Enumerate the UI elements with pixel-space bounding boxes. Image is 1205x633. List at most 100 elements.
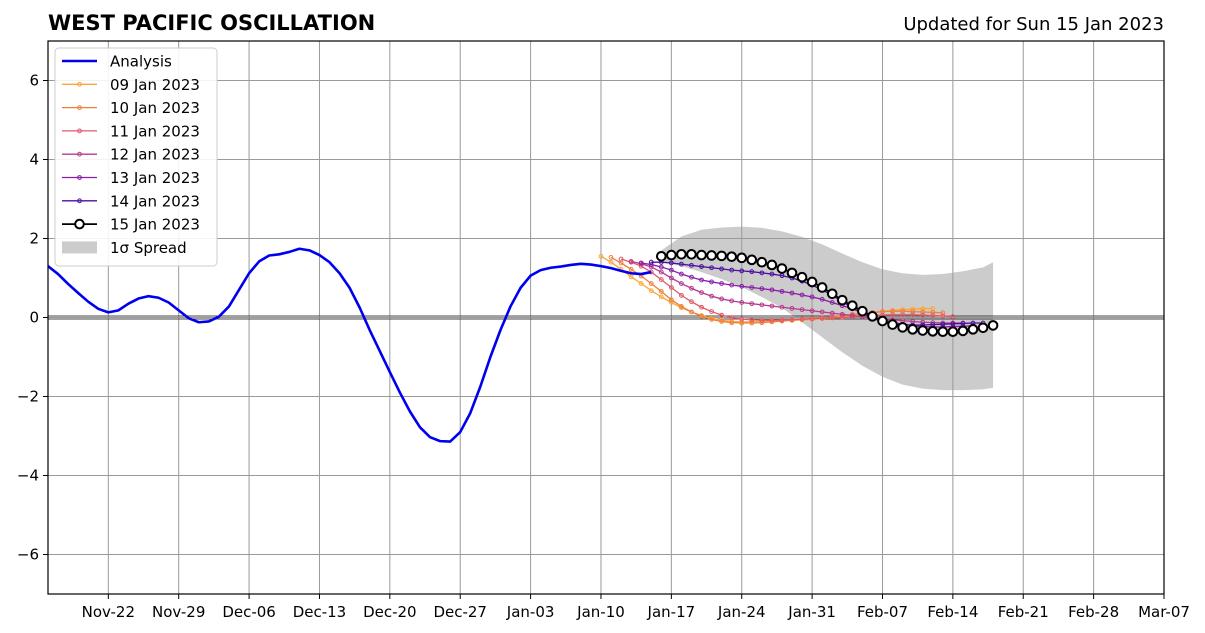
chart-subtitle: Updated for Sun 15 Jan 2023	[903, 14, 1164, 35]
legend-label: 12 Jan 2023	[110, 146, 200, 164]
x-tick-label: Jan-03	[506, 603, 555, 621]
forecast-point	[699, 290, 704, 296]
forecast-point	[749, 301, 755, 307]
forecast-point	[648, 259, 654, 265]
latest-forecast-point	[857, 305, 868, 317]
legend-marker	[77, 198, 82, 204]
latest-forecast-point	[666, 249, 677, 261]
forecast-point	[759, 302, 765, 308]
latest-forecast-point	[887, 319, 898, 330]
forecast-point	[940, 321, 946, 327]
legend-marker	[77, 175, 82, 180]
x-tick-label: Jan-10	[576, 603, 625, 621]
latest-forecast-point	[907, 324, 918, 335]
x-tick-label: Feb-14	[927, 603, 978, 621]
latest-forecast-point	[957, 325, 969, 337]
latest-forecast-point	[796, 271, 808, 283]
forecast-point	[729, 298, 735, 304]
forecast-point	[910, 309, 916, 314]
forecast-point	[668, 267, 674, 273]
legend-marker	[77, 105, 82, 110]
latest-forecast-point	[756, 256, 768, 268]
legend-item-09-jan-2023: 09 Jan 2023	[62, 76, 200, 94]
legend-label: 15 Jan 2023	[110, 216, 200, 234]
latest-forecast-point	[947, 326, 959, 338]
legend-item-analysis: Analysis	[62, 53, 172, 71]
forecast-point	[960, 321, 966, 326]
forecast-point	[709, 293, 714, 299]
forecast-point	[839, 315, 845, 320]
forecast-point	[829, 310, 835, 316]
x-tick-label: Jan-17	[647, 603, 696, 621]
forecast-point	[618, 256, 624, 262]
legend-box	[54, 47, 218, 267]
forecast-point	[890, 312, 895, 318]
forecast-point	[769, 271, 775, 277]
forecast-point	[729, 282, 735, 288]
forecast-point	[940, 313, 946, 319]
x-tick-label: Dec-20	[363, 603, 417, 621]
forecast-point	[689, 285, 694, 291]
forecast-point	[679, 281, 684, 286]
legend-item-12-jan-2023: 12 Jan 2023	[62, 146, 200, 164]
x-tick-label: Jan-24	[717, 603, 766, 621]
latest-forecast-point	[686, 249, 697, 260]
latest-forecast-point	[716, 250, 727, 262]
forecast-point	[799, 292, 805, 298]
legend-label: 13 Jan 2023	[110, 169, 200, 187]
forecast-point	[608, 259, 614, 265]
legend-item-1-spread: 1σ Spread	[62, 239, 187, 257]
forecast-line	[620, 258, 953, 321]
latest-forecast-point	[977, 322, 989, 334]
forecast-point	[668, 275, 674, 281]
forecast-point	[759, 317, 765, 323]
forecast-point	[920, 319, 926, 325]
latest-forecast-point	[826, 288, 838, 300]
x-tick-label: Mar-07	[1138, 603, 1190, 621]
spread-layer	[661, 226, 994, 391]
x-tick-label: Dec-27	[433, 603, 487, 621]
forecast-point	[719, 312, 725, 318]
latest-forecast-point	[836, 294, 848, 306]
forecast-point	[709, 265, 714, 271]
forecast-point	[739, 268, 745, 274]
forecast-point	[648, 281, 654, 286]
forecast-point	[739, 283, 745, 289]
legend: Analysis 09 Jan 2023 10 Jan 2023 11 Jan 202…	[54, 47, 218, 267]
latest-forecast-point	[655, 250, 667, 262]
x-tick-label: Jan-31	[787, 603, 836, 621]
legend-label: Analysis	[110, 53, 172, 71]
forecast-point	[648, 288, 654, 294]
forecast-point	[739, 316, 745, 322]
latest-forecast-point	[786, 267, 798, 279]
latest-forecast-point	[726, 251, 737, 262]
forecast-point	[709, 309, 714, 314]
forecast-point	[638, 260, 644, 266]
legend-label: 11 Jan 2023	[110, 122, 200, 140]
forecast-point	[819, 296, 825, 302]
forecast-point	[709, 317, 714, 322]
latest-forecast-point	[736, 252, 748, 264]
x-tick-label: Feb-28	[1068, 603, 1119, 621]
forecast-point	[628, 274, 634, 280]
latest-forecast-point	[676, 249, 687, 260]
forecast-point	[900, 312, 905, 318]
latest-forecast-point	[877, 315, 888, 327]
x-tick-label: Feb-21	[998, 603, 1049, 621]
forecast-point	[719, 296, 725, 302]
y-tick-label: 0	[29, 309, 39, 327]
legend-swatch	[62, 241, 97, 254]
x-tick-label: Nov-29	[152, 603, 205, 621]
forecast-line	[610, 256, 943, 324]
forecast-point	[759, 270, 765, 276]
forecast-point	[789, 290, 795, 296]
forecast-point	[658, 269, 664, 275]
latest-forecast-point	[987, 320, 999, 331]
forecast-point	[689, 299, 694, 305]
latest-forecast-point	[937, 326, 949, 338]
forecast-point	[789, 306, 795, 311]
latest-forecast-point	[706, 250, 717, 261]
y-tick-label: 2	[29, 230, 39, 248]
forecast-point	[729, 315, 735, 320]
forecast-point	[689, 274, 694, 280]
